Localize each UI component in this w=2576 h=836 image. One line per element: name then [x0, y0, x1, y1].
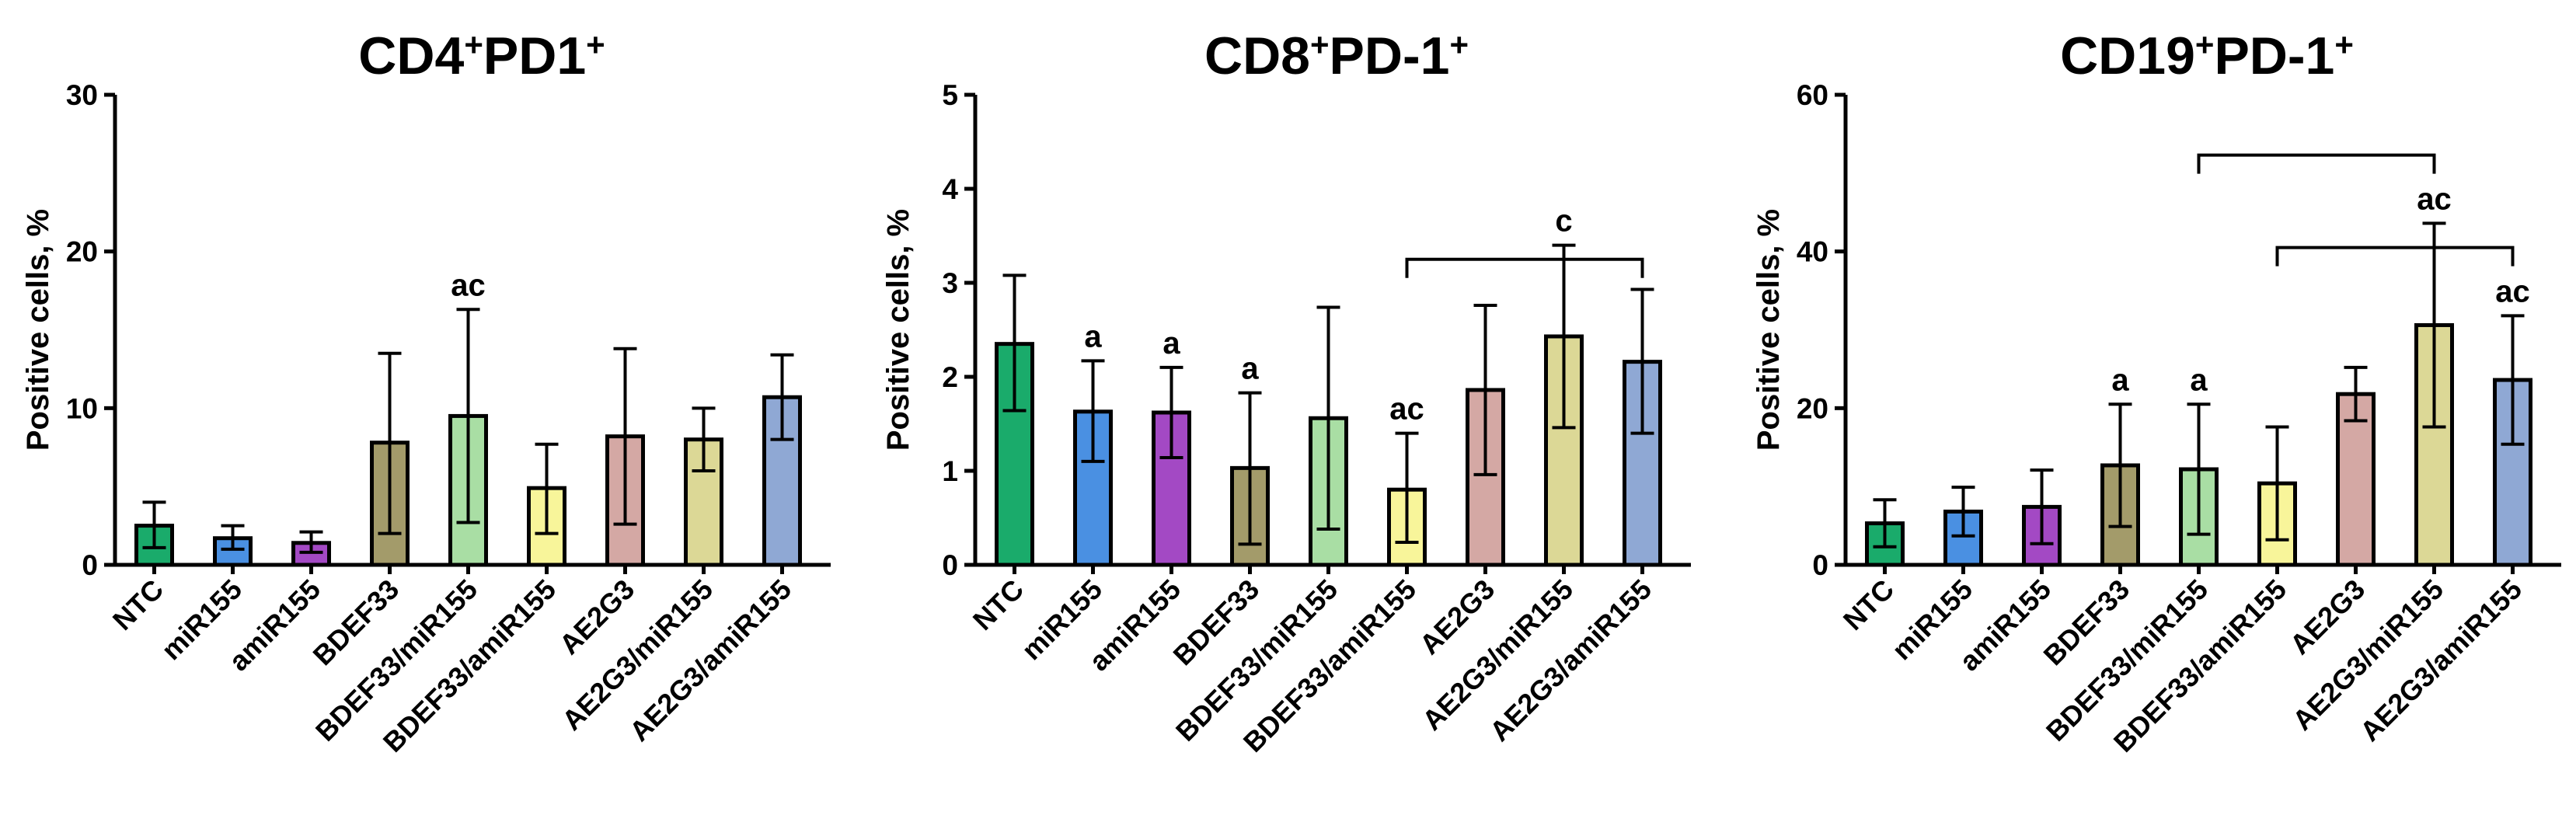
- comparison-bracket: [1405, 257, 1644, 278]
- y-axis-title: Positive cells, %: [21, 209, 55, 451]
- x-category-label: NTC: [967, 573, 1030, 636]
- bar-ae2g3: [2336, 392, 2376, 567]
- error-bar: [692, 406, 716, 472]
- chart-title-mid: PD1: [483, 26, 586, 85]
- error-bar: [1395, 431, 1419, 544]
- chart-title-sup1: +: [1310, 26, 1330, 63]
- significance-label: a: [1241, 352, 1259, 386]
- error-bar: [1473, 304, 1497, 476]
- chart-title-sup2: +: [2334, 26, 2354, 63]
- chart-title: CD19+PD-1+: [2060, 26, 2354, 86]
- error-bar: [1238, 391, 1262, 546]
- error-bar: [1873, 498, 1897, 549]
- chart-title-sup2: +: [586, 26, 605, 63]
- y-tick-label: 30: [66, 79, 98, 111]
- error-bar: [221, 524, 245, 551]
- significance-label: c: [1555, 204, 1572, 239]
- chart-title-sup2: +: [1449, 26, 1469, 63]
- x-category-label: NTC: [106, 573, 169, 636]
- error-bar: [456, 308, 480, 524]
- comparison-bracket: [2275, 246, 2515, 266]
- y-tick-label: 60: [1797, 79, 1828, 111]
- error-bar: [1552, 243, 1576, 430]
- y-tick-label: 5: [942, 79, 958, 111]
- significance-label: a: [1084, 319, 1102, 354]
- y-axis-title: Positive cells, %: [881, 209, 915, 451]
- chart-title-mid: PD-1: [1330, 26, 1450, 85]
- y-tick-label: 0: [942, 549, 958, 581]
- error-bar: [770, 353, 794, 441]
- error-bar: [1316, 305, 1340, 531]
- x-category-label: NTC: [1837, 573, 1900, 636]
- y-tick-label: 20: [66, 236, 98, 268]
- significance-label: a: [1163, 326, 1180, 361]
- error-bar: [1002, 273, 1027, 413]
- error-bar: [2108, 402, 2132, 528]
- y-tick-label: 10: [66, 392, 98, 424]
- significance-label: a: [2111, 363, 2129, 397]
- chart-title: CD8+PD-1+: [1204, 26, 1469, 86]
- y-tick-label: 2: [942, 361, 958, 393]
- chart-title-sup1: +: [464, 26, 483, 63]
- error-bar: [1081, 359, 1105, 463]
- error-bar: [2265, 425, 2289, 542]
- chart-title: CD4+PD1+: [358, 26, 605, 86]
- significance-label: ac: [2417, 182, 2452, 216]
- error-bar: [2344, 365, 2368, 423]
- chart-title-main: CD8: [1204, 26, 1310, 85]
- error-bar: [1630, 287, 1654, 435]
- significance-label: ac: [451, 268, 486, 302]
- chart-title-mid: PD-1: [2214, 26, 2334, 85]
- significance-label: ac: [2495, 274, 2530, 308]
- chart-title-main: CD19: [2060, 26, 2195, 85]
- error-bar: [1159, 365, 1183, 460]
- error-bar: [142, 500, 166, 549]
- y-tick-label: 4: [942, 173, 958, 205]
- y-tick-label: 40: [1797, 236, 1828, 268]
- error-bar: [613, 347, 637, 526]
- y-tick-label: 20: [1797, 392, 1828, 424]
- error-bar: [299, 530, 323, 554]
- significance-label: a: [2190, 363, 2208, 397]
- error-bar: [535, 442, 559, 535]
- error-bar: [2030, 468, 2054, 545]
- y-tick-label: 0: [82, 549, 98, 581]
- error-bar: [1951, 486, 1975, 538]
- chart-title-main: CD4: [358, 26, 464, 85]
- y-tick-label: 0: [1812, 549, 1828, 581]
- y-axis-title: Positive cells, %: [1752, 209, 1786, 451]
- significance-label: ac: [1389, 392, 1424, 427]
- error-bar: [2422, 221, 2446, 429]
- error-bar: [2501, 314, 2525, 446]
- comparison-bracket: [2197, 153, 2436, 174]
- y-tick-label: 1: [942, 455, 958, 487]
- error-bar: [378, 351, 402, 535]
- error-bar: [2187, 402, 2211, 536]
- chart-title-sup1: +: [2195, 26, 2215, 63]
- y-tick-label: 3: [942, 267, 958, 299]
